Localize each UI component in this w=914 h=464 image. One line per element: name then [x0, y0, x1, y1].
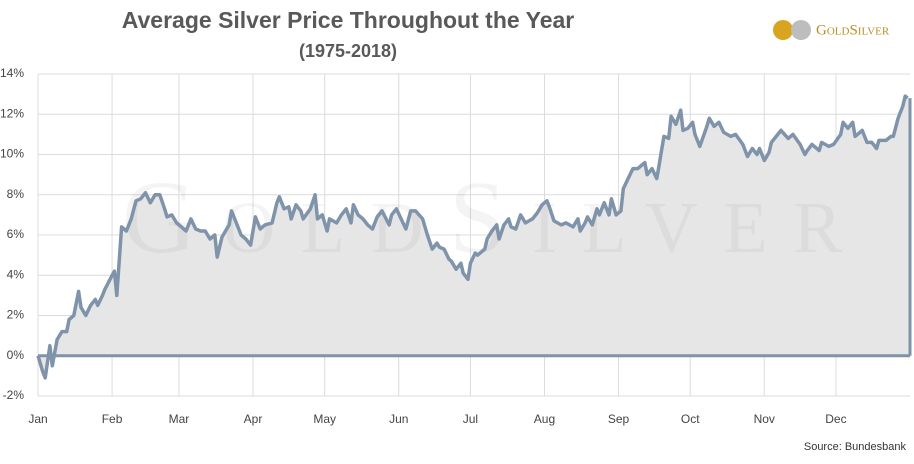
chart-title: Average Silver Price Throughout the Year	[122, 7, 575, 33]
chart-subtitle: (1975-2018)	[299, 41, 397, 61]
y-tick-label: 14%	[0, 66, 24, 80]
x-tick-label: Oct	[681, 412, 700, 426]
logo-coin-silver	[791, 20, 811, 40]
y-tick-label: -2%	[3, 388, 25, 402]
y-tick-label: 8%	[7, 187, 25, 201]
y-tick-label: 0%	[7, 348, 25, 362]
logo-text: GoldSilver	[816, 22, 890, 38]
y-tick-label: 6%	[7, 227, 25, 241]
source: Source: Bundesbank	[804, 441, 907, 453]
x-tick-label: Feb	[102, 412, 123, 426]
x-tick-label: May	[313, 412, 336, 426]
area-fill	[38, 96, 910, 378]
x-tick-label: Sep	[608, 412, 630, 426]
y-tick-label: 12%	[0, 106, 24, 120]
logo: GoldSilver	[773, 20, 890, 40]
line	[36, 94, 909, 380]
x-tick-label: Dec	[825, 412, 846, 426]
x-tick-label: Jun	[389, 412, 408, 426]
x-tick-label: Apr	[244, 412, 263, 426]
x-tick-label: Jul	[463, 412, 478, 426]
x-tick-label: Nov	[754, 412, 775, 426]
y-tick-label: 2%	[7, 308, 25, 322]
x-tick-label: Mar	[169, 412, 190, 426]
x-tick-label: Aug	[534, 412, 555, 426]
x-tick-label: Jan	[28, 412, 47, 426]
y-tick-label: 4%	[7, 267, 25, 281]
logo-coin-gold	[773, 20, 793, 40]
y-tick-label: 10%	[0, 147, 24, 161]
